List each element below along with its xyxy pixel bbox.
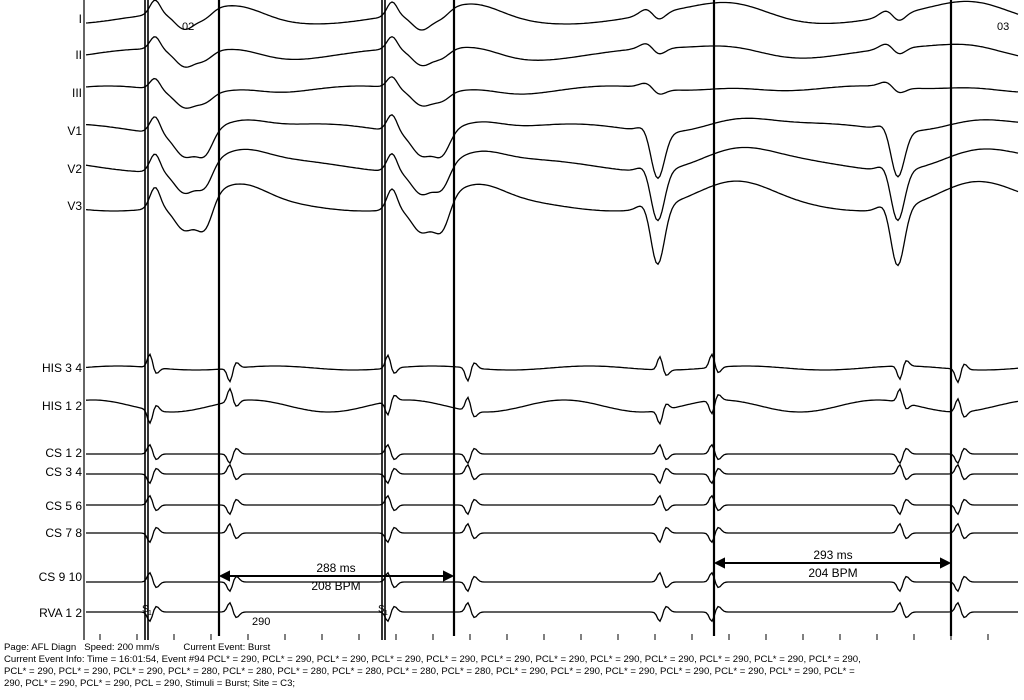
trace-CS78: [86, 522, 1018, 544]
measure-1-arrowhead-left: [218, 570, 230, 582]
trace-CS56: [86, 494, 1018, 516]
stim-marker-sub-2: 1: [384, 610, 388, 617]
measurement-2-bpm: 204 BPM: [808, 566, 857, 580]
stim-marker-1: S: [142, 604, 149, 615]
status-footer: Page: AFL Diagn Speed: 200 mm/s Current …: [4, 642, 1020, 690]
measurement-2-ms: 293 ms: [813, 548, 852, 562]
measurement-1-ms: 288 ms: [316, 561, 355, 575]
lead-label-V2: V2: [67, 162, 82, 176]
lead-label-cs-9-10: CS 9 10: [38, 570, 82, 584]
beat-marker-03: 03: [997, 21, 1009, 33]
page-name: Page: AFL Diagn: [4, 642, 77, 653]
lead-label-his-1-2: HIS 1 2: [41, 399, 82, 413]
lead-label-II: II: [75, 48, 82, 62]
event-info-line-2: PCL* = 290, PCL* = 290, PCL* = 290, PCL*…: [4, 666, 855, 677]
lead-label-cs-1-2: CS 1 2: [45, 446, 82, 460]
lead-label-rva-1-2: RVA 1 2: [39, 606, 82, 620]
trace-III: [85, 76, 1019, 109]
event-info-line-1: Current Event Info: Time = 16:01:54, Eve…: [4, 654, 861, 665]
measure-1-arrowhead-right: [443, 570, 455, 582]
stim-cycle-annotation: 290: [252, 616, 270, 628]
measurement-1-bpm: 208 BPM: [311, 579, 360, 593]
footer-row-1: Page: AFL Diagn Speed: 200 mm/s Current …: [4, 642, 1020, 654]
measure-2-arrowhead-right: [940, 557, 952, 569]
lead-label-I: I: [78, 12, 82, 26]
trace-V2: [85, 146, 1019, 222]
lead-label-V1: V1: [67, 124, 82, 138]
lead-label-V3: V3: [67, 199, 82, 213]
stim-marker-2: S: [378, 604, 385, 615]
event-info-line-3: 290, PCL* = 290, PCL* = 290, PCL = 290, …: [4, 678, 296, 689]
measure-2-arrowhead-left: [713, 557, 725, 569]
beat-marker-02: 02: [182, 21, 194, 33]
trace-HIS12: [85, 387, 1019, 426]
stim-marker-sub-1: 1: [148, 610, 152, 617]
trace-RVA12: [86, 601, 1018, 623]
lead-label-III: III: [71, 86, 82, 100]
trace-CS910: [86, 571, 1018, 593]
trace-V3: [85, 180, 1019, 267]
trace-V1: [85, 114, 1019, 180]
trace-II: [85, 35, 1019, 68]
sweep-speed: Speed: 200 mm/s: [84, 642, 160, 653]
lead-label-cs-5-6: CS 5 6: [45, 499, 82, 513]
lead-label-cs-7-8: CS 7 8: [45, 526, 82, 540]
trace-HIS34: [85, 352, 1019, 384]
trace-CS12: [86, 443, 1018, 465]
current-event: Current Event: Burst: [183, 642, 271, 653]
trace-CS34: [86, 463, 1018, 485]
lead-label-his-3-4: HIS 3 4: [41, 361, 82, 375]
lead-label-cs-3-4: CS 3 4: [45, 465, 82, 479]
trace-I: [85, 0, 1019, 31]
